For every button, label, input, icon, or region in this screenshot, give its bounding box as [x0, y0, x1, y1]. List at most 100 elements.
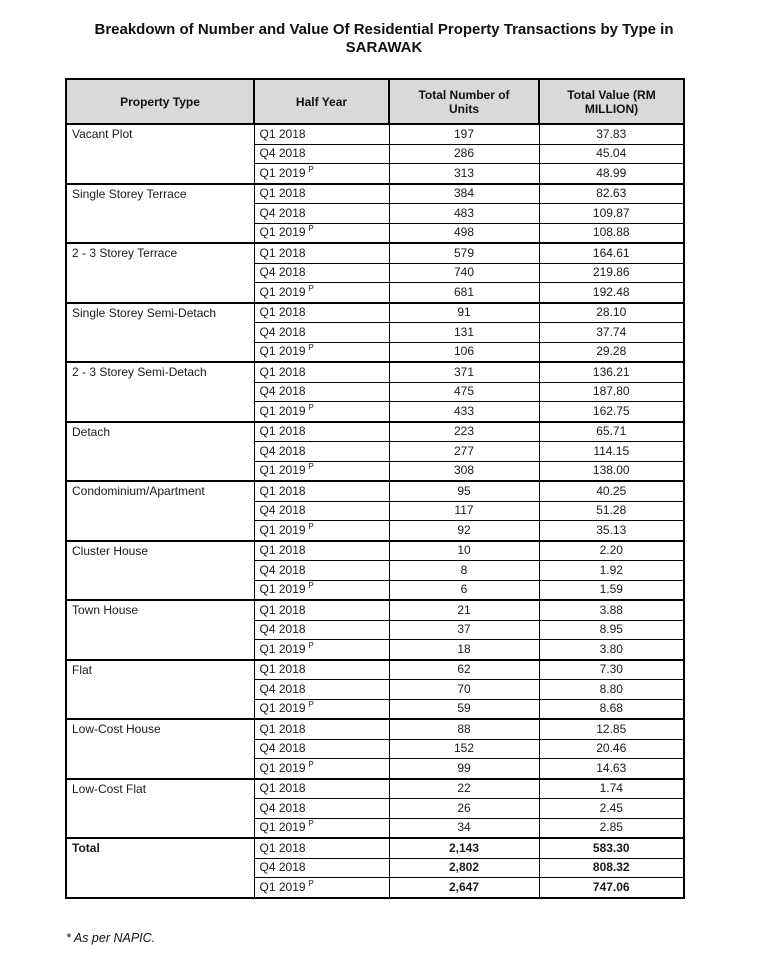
half-year-cell: Q4 2018 [253, 857, 390, 878]
total-units-cell: 99 [388, 758, 540, 779]
preliminary-marker: P [308, 640, 314, 650]
total-units-cell: 498 [388, 222, 540, 244]
total-value-cell: 14.63 [538, 758, 685, 779]
half-year-cell: Q4 2018 [253, 203, 390, 224]
total-units-cell: 106 [388, 341, 540, 363]
total-value-cell: 29.28 [538, 341, 685, 363]
half-year-cell: Q1 2019 P [253, 817, 390, 839]
total-value-cell: 35.13 [538, 520, 685, 541]
table-row: Q1 2019 P 498 108.88 [66, 222, 685, 244]
half-year-cell: Q1 2018 [253, 361, 390, 383]
column-header-total-units: Total Number of Units [388, 78, 540, 125]
total-units-cell: 308 [388, 460, 540, 482]
half-year-cell: Q4 2018 [253, 798, 390, 819]
total-value-cell: 1.59 [538, 579, 685, 601]
table-row: Q1 2019 P 681 192.48 [66, 282, 685, 303]
total-units-cell: 21 [388, 599, 540, 621]
preliminary-marker: P [308, 402, 314, 412]
preliminary-marker: P [308, 700, 314, 710]
total-value-cell: 2.85 [538, 817, 685, 839]
total-value-cell: 2.20 [538, 539, 685, 561]
total-value-cell: 8.95 [538, 619, 685, 640]
property-type-cell: Low-Cost Flat [65, 777, 255, 839]
table-row: Q1 2019 P 92 35.13 [66, 520, 685, 541]
total-value-cell: 40.25 [538, 480, 685, 502]
half-year-cell: Q1 2019 P [253, 639, 390, 660]
half-year-cell: Q1 2019 P [253, 460, 390, 482]
property-type-cell: Condominium/Apartment [65, 480, 255, 541]
total-units-cell: 433 [388, 401, 540, 422]
total-units-cell: 70 [388, 679, 540, 700]
table-row: Q4 2018 740 219.86 [66, 262, 685, 283]
half-year-cell: Q4 2018 [253, 441, 390, 462]
total-value-cell: 114.15 [538, 441, 685, 462]
page-title-line2: SARAWAK [345, 39, 423, 56]
total-units-cell: 117 [388, 500, 540, 521]
total-value-cell: 109.87 [538, 203, 685, 224]
page-title-line1: Breakdown of Number and Value Of Residen… [94, 21, 674, 38]
table-row: Low-Cost House Q1 2018 88 12.85 [65, 718, 685, 779]
half-year-cell: Q1 2018 [253, 123, 390, 145]
half-year-cell: Q4 2018 [253, 679, 390, 700]
half-year-cell: Q4 2018 [253, 500, 390, 521]
half-year-cell: Q1 2019 P [253, 877, 390, 898]
column-header-half-year: Half Year [253, 78, 390, 125]
property-type-cell: Single Storey Terrace [65, 182, 255, 244]
half-year-cell: Q1 2019 P [253, 341, 390, 363]
half-year-cell: Q1 2018 [253, 777, 390, 799]
half-year-cell: Q1 2018 [253, 182, 390, 204]
total-value-cell: 37.83 [538, 123, 685, 145]
total-value-cell: 82.63 [538, 182, 685, 204]
property-type-cell: Total [65, 837, 255, 898]
half-year-cell: Q1 2019 P [253, 698, 390, 720]
total-value-cell: 136.21 [538, 361, 685, 383]
preliminary-marker: P [308, 581, 314, 591]
total-units-cell: 197 [388, 123, 540, 145]
total-value-cell: 37.74 [538, 322, 685, 343]
table-row: Q1 2019 P 59 8.68 [66, 698, 685, 720]
preliminary-marker: P [308, 759, 314, 769]
half-year-cell: Q1 2018 [253, 242, 390, 264]
table-row: Q4 2018 131 37.74 [66, 322, 685, 343]
total-units-cell: 2,143 [388, 837, 540, 859]
total-value-cell: 192.48 [538, 282, 685, 303]
half-year-cell: Q1 2019 P [253, 282, 390, 303]
half-year-cell: Q4 2018 [253, 143, 390, 164]
half-year-cell: Q1 2018 [253, 480, 390, 502]
total-value-cell: 2.45 [538, 798, 685, 819]
half-year-cell: Q1 2019 P [253, 222, 390, 244]
half-year-cell: Q1 2019 P [253, 520, 390, 541]
total-units-cell: 91 [388, 301, 540, 323]
preliminary-marker: P [308, 819, 314, 829]
half-year-cell: Q1 2018 [253, 718, 390, 740]
half-year-cell: Q4 2018 [253, 262, 390, 283]
total-units-cell: 131 [388, 322, 540, 343]
total-units-cell: 92 [388, 520, 540, 541]
total-value-cell: 51.28 [538, 500, 685, 521]
property-type-cell: Low-Cost House [65, 718, 255, 779]
total-units-cell: 34 [388, 817, 540, 839]
total-units-cell: 152 [388, 738, 540, 759]
total-value-cell: 1.74 [538, 777, 685, 799]
total-units-cell: 26 [388, 798, 540, 819]
table-row: Q4 2018 483 109.87 [66, 203, 685, 224]
half-year-cell: Q4 2018 [253, 381, 390, 402]
total-value-cell: 108.88 [538, 222, 685, 244]
half-year-cell: Q1 2019 P [253, 163, 390, 184]
total-units-cell: 62 [388, 658, 540, 680]
total-units-cell: 8 [388, 560, 540, 581]
half-year-cell: Q4 2018 [253, 322, 390, 343]
property-type-cell: Town House [65, 599, 255, 660]
half-year-cell: Q1 2018 [253, 658, 390, 680]
table-row: Condominium/Apartment Q1 2018 95 40.25 [65, 480, 685, 541]
half-year-cell: Q1 2018 [253, 599, 390, 621]
preliminary-marker: P [308, 283, 314, 293]
table-row: Vacant Plot Q1 2018 197 37.83 [65, 123, 685, 184]
property-type-cell: Single Storey Semi-Detach [65, 301, 255, 363]
total-value-cell: 1.92 [538, 560, 685, 581]
total-value-cell: 65.71 [538, 420, 685, 442]
total-value-cell: 747.06 [538, 877, 685, 898]
table-row: Cluster House Q1 2018 10 2.20 [65, 539, 685, 601]
total-units-cell: 313 [388, 163, 540, 184]
transactions-table: Property Type Half Year Total Number of … [65, 78, 685, 899]
